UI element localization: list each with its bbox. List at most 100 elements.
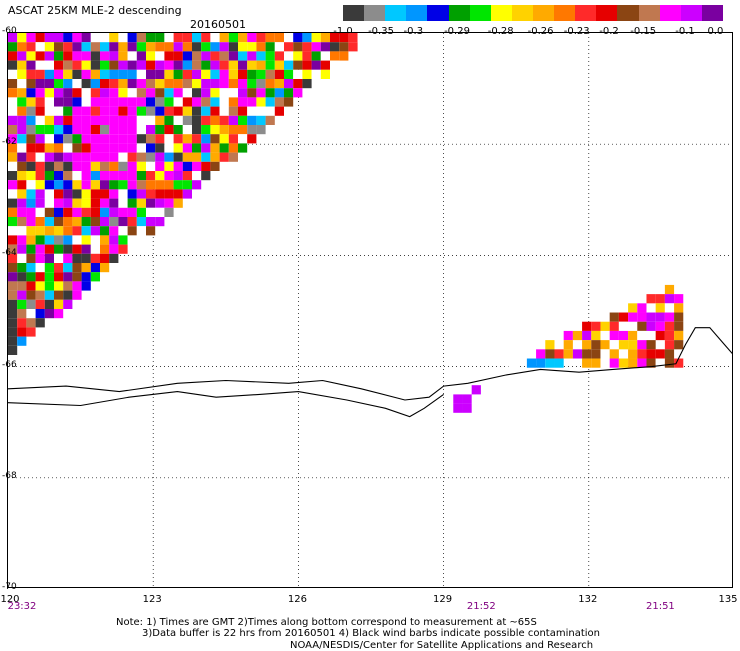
- wind-cell: [173, 180, 183, 190]
- wind-cell: [582, 340, 592, 350]
- wind-cell: [44, 60, 54, 70]
- wind-cell: [655, 312, 665, 322]
- wind-cell: [35, 198, 45, 208]
- note-line-2: 3)Data buffer is 22 hrs from 20160501 4)…: [142, 628, 600, 639]
- wind-cell: [109, 189, 119, 199]
- wind-cell: [462, 394, 472, 404]
- wind-cell: [146, 207, 156, 217]
- wind-cell: [35, 180, 45, 190]
- wind-cell: [265, 88, 275, 98]
- wind-cell: [8, 69, 18, 79]
- wind-cell: [44, 161, 54, 171]
- wind-cell: [81, 281, 91, 291]
- wind-cell: [256, 125, 266, 135]
- longitude-label: 123: [142, 594, 162, 605]
- wind-cell: [127, 88, 137, 98]
- time-label: 21:52: [466, 601, 496, 612]
- wind-cell: [26, 235, 36, 245]
- wind-cell: [164, 69, 174, 79]
- wind-cell: [118, 51, 128, 61]
- wind-cell: [118, 79, 128, 89]
- wind-cell: [35, 60, 45, 70]
- wind-cell: [118, 235, 128, 245]
- wind-cell: [72, 263, 82, 273]
- wind-cell: [146, 217, 156, 227]
- wind-cell: [192, 69, 202, 79]
- wind-cell: [35, 244, 45, 254]
- wind-cell: [118, 88, 128, 98]
- wind-cell: [63, 198, 73, 208]
- wind-cell: [330, 42, 340, 52]
- wind-cell: [219, 97, 229, 107]
- wind-cell: [155, 88, 165, 98]
- color-scale-swatch: [596, 5, 618, 21]
- wind-cell: [109, 161, 119, 171]
- wind-cell: [136, 217, 146, 227]
- wind-cell: [164, 125, 174, 135]
- wind-cell: [109, 33, 119, 43]
- wind-cell: [136, 60, 146, 70]
- wind-cell: [201, 115, 211, 125]
- wind-cell: [173, 33, 183, 43]
- wind-cell: [90, 115, 100, 125]
- wind-cell: [609, 321, 619, 331]
- wind-cell: [164, 207, 174, 217]
- wind-cell: [247, 134, 257, 144]
- wind-cell: [72, 180, 82, 190]
- wind-cell: [72, 51, 82, 61]
- wind-cell: [72, 42, 82, 52]
- wind-cell: [238, 125, 248, 135]
- wind-cell: [210, 79, 220, 89]
- wind-cell: [17, 244, 27, 254]
- wind-cell: [247, 79, 257, 89]
- wind-cell: [293, 33, 303, 43]
- color-scale-swatch: [364, 5, 386, 21]
- wind-cell: [109, 244, 119, 254]
- wind-cell: [63, 244, 73, 254]
- wind-cell: [182, 171, 192, 181]
- wind-cell: [164, 143, 174, 153]
- wind-cell: [26, 290, 36, 300]
- wind-cell: [545, 340, 555, 350]
- latitude-label: -62: [2, 137, 17, 148]
- wind-cell: [136, 180, 146, 190]
- wind-cell: [164, 60, 174, 70]
- color-scale-swatch: [385, 5, 407, 21]
- wind-cell: [238, 60, 248, 70]
- wind-cell: [582, 349, 592, 359]
- wind-cell: [90, 189, 100, 199]
- wind-cell: [228, 88, 238, 98]
- wind-cell: [35, 42, 45, 52]
- wind-cell: [146, 42, 156, 52]
- wind-cell: [90, 60, 100, 70]
- wind-cell: [136, 115, 146, 125]
- wind-cell: [26, 69, 36, 79]
- wind-cell: [146, 69, 156, 79]
- wind-cell: [81, 79, 91, 89]
- wind-cell: [35, 263, 45, 273]
- wind-cell: [54, 60, 64, 70]
- wind-cell: [26, 125, 36, 135]
- wind-cell: [63, 152, 73, 162]
- wind-cell: [219, 152, 229, 162]
- wind-cell: [311, 42, 321, 52]
- wind-cell: [311, 33, 321, 43]
- wind-cell: [81, 244, 91, 254]
- wind-cell: [54, 161, 64, 171]
- wind-cell: [339, 33, 349, 43]
- wind-cell: [8, 143, 18, 153]
- wind-cell: [8, 253, 18, 263]
- wind-cell: [118, 198, 128, 208]
- wind-cell: [44, 79, 54, 89]
- wind-cell: [320, 51, 330, 61]
- wind-cell: [646, 358, 656, 368]
- wind-cell: [155, 115, 165, 125]
- wind-cell: [155, 152, 165, 162]
- wind-cell: [90, 226, 100, 236]
- wind-cell: [90, 263, 100, 273]
- wind-cell: [72, 106, 82, 116]
- wind-cell: [72, 290, 82, 300]
- wind-cell: [44, 244, 54, 254]
- map-plot-area[interactable]: [7, 32, 735, 589]
- wind-cell: [210, 143, 220, 153]
